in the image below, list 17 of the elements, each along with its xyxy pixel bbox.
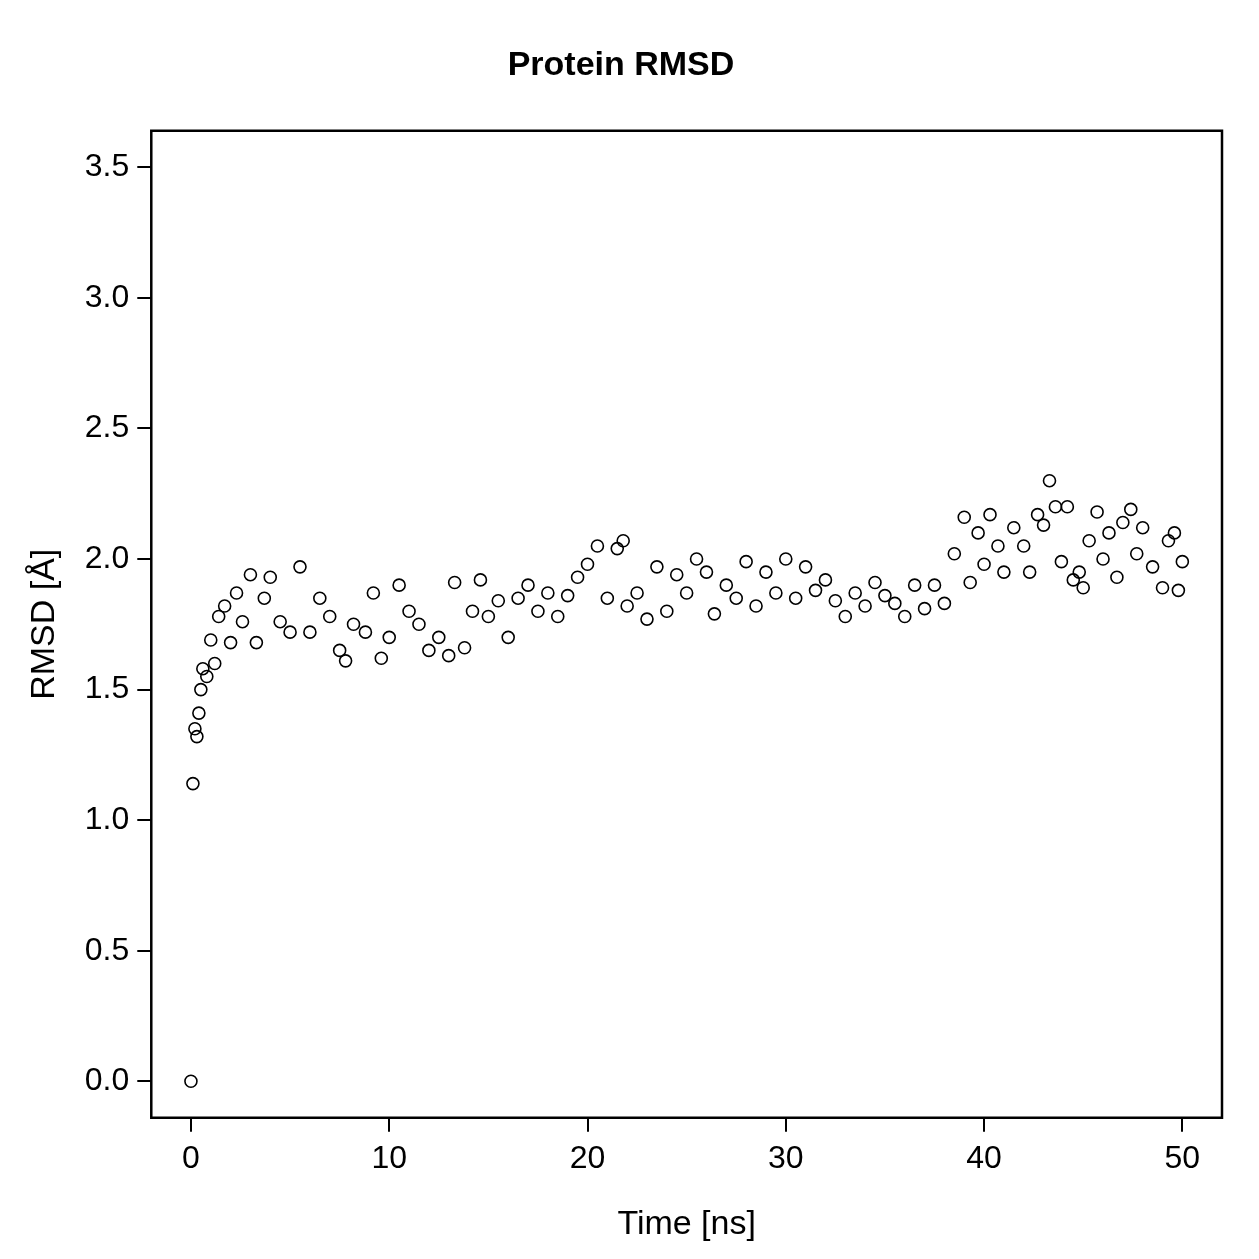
- x-tick-label: 50: [1164, 1138, 1201, 1175]
- x-tick-label: 30: [767, 1138, 804, 1175]
- y-tick-label: 0.0: [84, 1061, 130, 1098]
- x-tick-label: 40: [966, 1138, 1002, 1175]
- x-tick-label: 20: [569, 1138, 606, 1175]
- x-tick-label: 0: [182, 1138, 200, 1175]
- y-tick-label: 3.0: [84, 277, 130, 314]
- y-tick-label: 3.5: [84, 147, 130, 184]
- y-tick-label: 2.0: [84, 538, 130, 575]
- y-tick-label: 1.0: [84, 799, 130, 836]
- y-tick-label: 1.5: [84, 669, 130, 706]
- x-axis-title: Time [ns]: [617, 1202, 756, 1241]
- y-tick-label: 0.5: [84, 930, 130, 967]
- y-tick-label: 2.5: [84, 408, 130, 445]
- x-tick-label: 10: [371, 1138, 408, 1175]
- chart-title: Protein RMSD: [507, 43, 735, 82]
- y-axis-title: RMSD [Å]: [22, 548, 61, 700]
